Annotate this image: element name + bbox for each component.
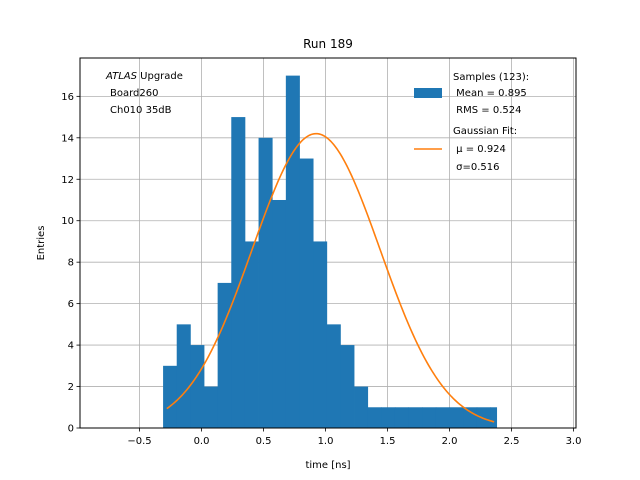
y-axis: 0 2 4 6 8 10 12 14 16: [61, 92, 80, 435]
y-tick-label: 4: [68, 341, 74, 352]
histogram-bar: [217, 282, 232, 428]
chart-title: Run 189: [303, 37, 353, 51]
histogram-bar: [204, 386, 219, 428]
histogram-bar: [231, 117, 246, 429]
annotation-atlas: ATLAS: [105, 71, 138, 82]
legend-fit-line-1: Gaussian Fit:: [453, 126, 517, 137]
histogram-bar: [367, 407, 382, 428]
histogram-bar: [463, 407, 478, 428]
y-tick-label: 12: [61, 175, 74, 186]
histogram-bar: [449, 407, 464, 428]
histogram-bar: [394, 407, 409, 428]
legend-samples-line-2: Mean = 0.895: [453, 88, 527, 99]
histogram-bar: [272, 199, 287, 428]
histogram-bar: [313, 241, 328, 428]
y-tick-label: 6: [68, 299, 74, 310]
x-tick-label: 1.0: [318, 436, 334, 447]
annotation-line-1: ATLAS Upgrade: [105, 71, 183, 82]
histogram-bars: [163, 75, 498, 429]
legend-samples-line-3: RMS = 0.524: [453, 105, 521, 116]
y-tick-label: 0: [68, 424, 74, 435]
x-axis-label: time [ns]: [305, 460, 350, 471]
x-tick-label: 2.0: [442, 436, 458, 447]
gaussian-fit-line: [166, 132, 495, 423]
x-axis: −0.5 0.0 0.5 1.0 1.5 2.0 2.5 3.0: [127, 428, 581, 447]
x-tick-label: 2.5: [504, 436, 520, 447]
histogram-bar: [176, 324, 191, 428]
annotation-line-3: Ch010 35dB: [110, 105, 172, 116]
histogram-bar: [258, 137, 273, 428]
histogram-bar: [163, 365, 178, 428]
x-tick-label: 0.5: [256, 436, 272, 447]
annotation: ATLAS Upgrade Board260 Ch010 35dB: [105, 71, 183, 116]
plot-frame: [79, 57, 577, 429]
legend-fit-line-2: μ = 0.924: [453, 144, 506, 155]
histogram-bar: [422, 407, 437, 428]
histogram-bar: [381, 407, 396, 428]
histogram-bar: [476, 407, 491, 428]
histogram-bar: [408, 407, 423, 428]
annotation-line-2: Board260: [110, 88, 158, 99]
histogram-bar: [285, 75, 300, 428]
legend-fit-line-3: σ=0.516: [453, 162, 500, 173]
histogram-bar: [299, 158, 314, 428]
histogram-bar: [354, 386, 369, 428]
y-tick-label: 8: [68, 258, 74, 269]
x-tick-label: 3.0: [566, 436, 582, 447]
x-tick-label: −0.5: [127, 436, 151, 447]
y-tick-label: 16: [61, 92, 74, 103]
histogram-bar: [490, 407, 498, 428]
histogram-bar: [244, 241, 259, 428]
y-axis-label: Entries: [36, 226, 47, 261]
x-tick-label: 1.5: [380, 436, 396, 447]
legend-samples-line-1: Samples (123):: [453, 72, 529, 83]
y-tick-label: 10: [61, 216, 74, 227]
y-tick-label: 14: [61, 133, 74, 144]
fit-curve: [166, 132, 495, 423]
histogram-bar: [340, 345, 355, 428]
legend: Samples (123): Mean = 0.895 RMS = 0.524 …: [414, 72, 529, 173]
y-tick-label: 2: [68, 382, 74, 393]
histogram-bar: [435, 407, 450, 428]
histogram-bar: [190, 345, 205, 428]
legend-samples-swatch: [414, 88, 442, 98]
annotation-upgrade: Upgrade: [137, 71, 183, 82]
x-tick-label: 0.0: [194, 436, 210, 447]
histogram-bar: [326, 324, 341, 428]
